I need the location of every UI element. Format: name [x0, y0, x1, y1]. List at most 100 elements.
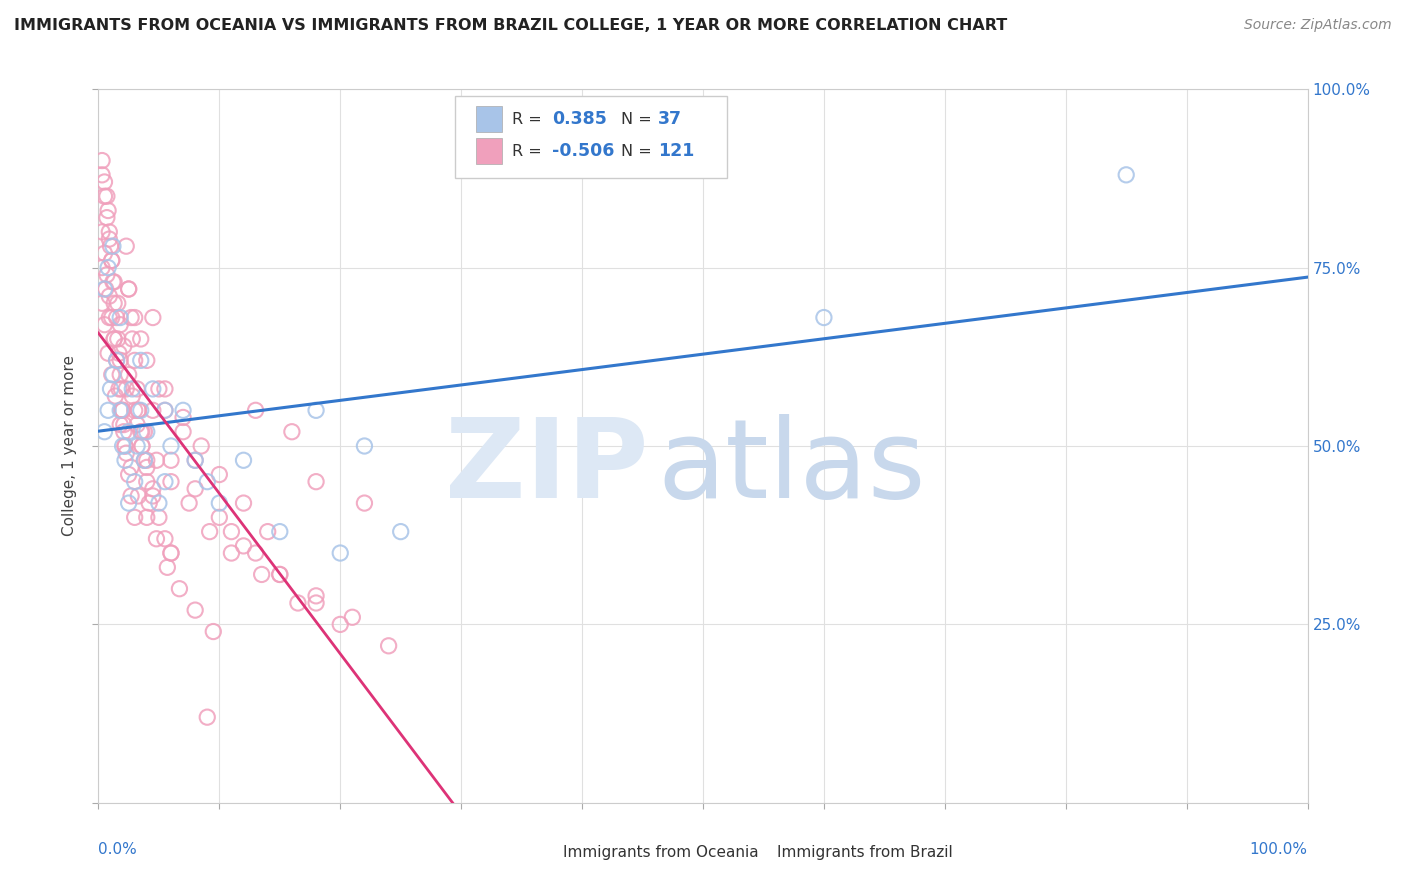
Point: [160, 546, 183, 560]
Point: [108, 346, 131, 360]
Text: 121: 121: [658, 143, 695, 161]
Point: [124, 353, 146, 368]
Point: [98, 289, 121, 303]
Point: [115, 239, 138, 253]
Point: [105, 310, 128, 325]
Point: [96, 268, 118, 282]
Text: -0.506: -0.506: [551, 143, 614, 161]
Point: [91, 153, 114, 168]
Y-axis label: College, 1 year or more: College, 1 year or more: [62, 356, 77, 536]
Point: [121, 382, 143, 396]
Point: [93, 175, 115, 189]
Point: [100, 239, 122, 253]
Point: [103, 275, 125, 289]
Point: [121, 389, 143, 403]
Point: [232, 453, 254, 467]
Point: [156, 560, 179, 574]
Point: [118, 467, 141, 482]
Point: [148, 496, 170, 510]
Point: [184, 453, 207, 467]
Point: [100, 310, 122, 325]
Point: [287, 596, 309, 610]
Text: ZIP: ZIP: [446, 414, 648, 521]
Point: [118, 425, 141, 439]
Point: [108, 368, 131, 382]
Point: [108, 310, 131, 325]
Point: [245, 403, 267, 417]
Point: [91, 260, 114, 275]
Text: Immigrants from Brazil: Immigrants from Brazil: [776, 845, 952, 860]
Point: [134, 453, 156, 467]
Point: [105, 353, 128, 368]
Point: [148, 510, 170, 524]
Point: [135, 510, 157, 524]
Point: [250, 567, 273, 582]
Point: [269, 524, 291, 539]
Point: [269, 567, 291, 582]
Text: R =: R =: [512, 112, 541, 127]
Point: [100, 253, 122, 268]
Point: [124, 510, 146, 524]
Point: [813, 310, 835, 325]
Point: [281, 425, 304, 439]
Point: [389, 524, 412, 539]
Point: [221, 546, 243, 560]
Point: [93, 318, 115, 332]
Point: [202, 624, 225, 639]
Point: [184, 482, 207, 496]
Point: [94, 282, 117, 296]
Point: [134, 453, 156, 467]
Point: [114, 453, 136, 467]
Point: [93, 189, 115, 203]
Point: [142, 489, 165, 503]
Point: [129, 425, 152, 439]
Point: [129, 403, 152, 417]
Point: [305, 403, 328, 417]
Point: [93, 246, 115, 260]
Point: [100, 368, 122, 382]
Point: [129, 332, 152, 346]
Text: 100.0%: 100.0%: [1250, 842, 1308, 857]
Point: [124, 310, 146, 325]
Point: [208, 496, 231, 510]
Point: [353, 496, 375, 510]
Point: [98, 225, 121, 239]
Point: [96, 211, 118, 225]
Point: [107, 332, 129, 346]
Point: [153, 532, 176, 546]
Point: [329, 617, 352, 632]
Point: [91, 225, 114, 239]
Point: [127, 439, 149, 453]
Point: [103, 332, 125, 346]
Point: [120, 489, 142, 503]
Point: [195, 475, 218, 489]
Point: [127, 417, 149, 432]
Point: [179, 496, 201, 510]
Point: [115, 446, 138, 460]
Point: [93, 282, 115, 296]
Point: [195, 710, 218, 724]
Point: [108, 382, 131, 396]
FancyBboxPatch shape: [475, 106, 502, 132]
Point: [153, 382, 176, 396]
Point: [97, 203, 120, 218]
Point: [118, 282, 141, 296]
Text: Immigrants from Oceania: Immigrants from Oceania: [562, 845, 758, 860]
Point: [329, 546, 352, 560]
Point: [148, 382, 170, 396]
Point: [100, 382, 122, 396]
Point: [190, 439, 212, 453]
Point: [118, 496, 141, 510]
Point: [353, 439, 375, 453]
Point: [121, 332, 143, 346]
Point: [111, 439, 134, 453]
Point: [111, 403, 134, 417]
FancyBboxPatch shape: [475, 138, 502, 164]
Point: [135, 353, 157, 368]
Point: [91, 296, 114, 310]
Point: [172, 403, 194, 417]
Point: [138, 496, 160, 510]
Point: [135, 475, 157, 489]
FancyBboxPatch shape: [527, 842, 554, 863]
Point: [145, 532, 167, 546]
